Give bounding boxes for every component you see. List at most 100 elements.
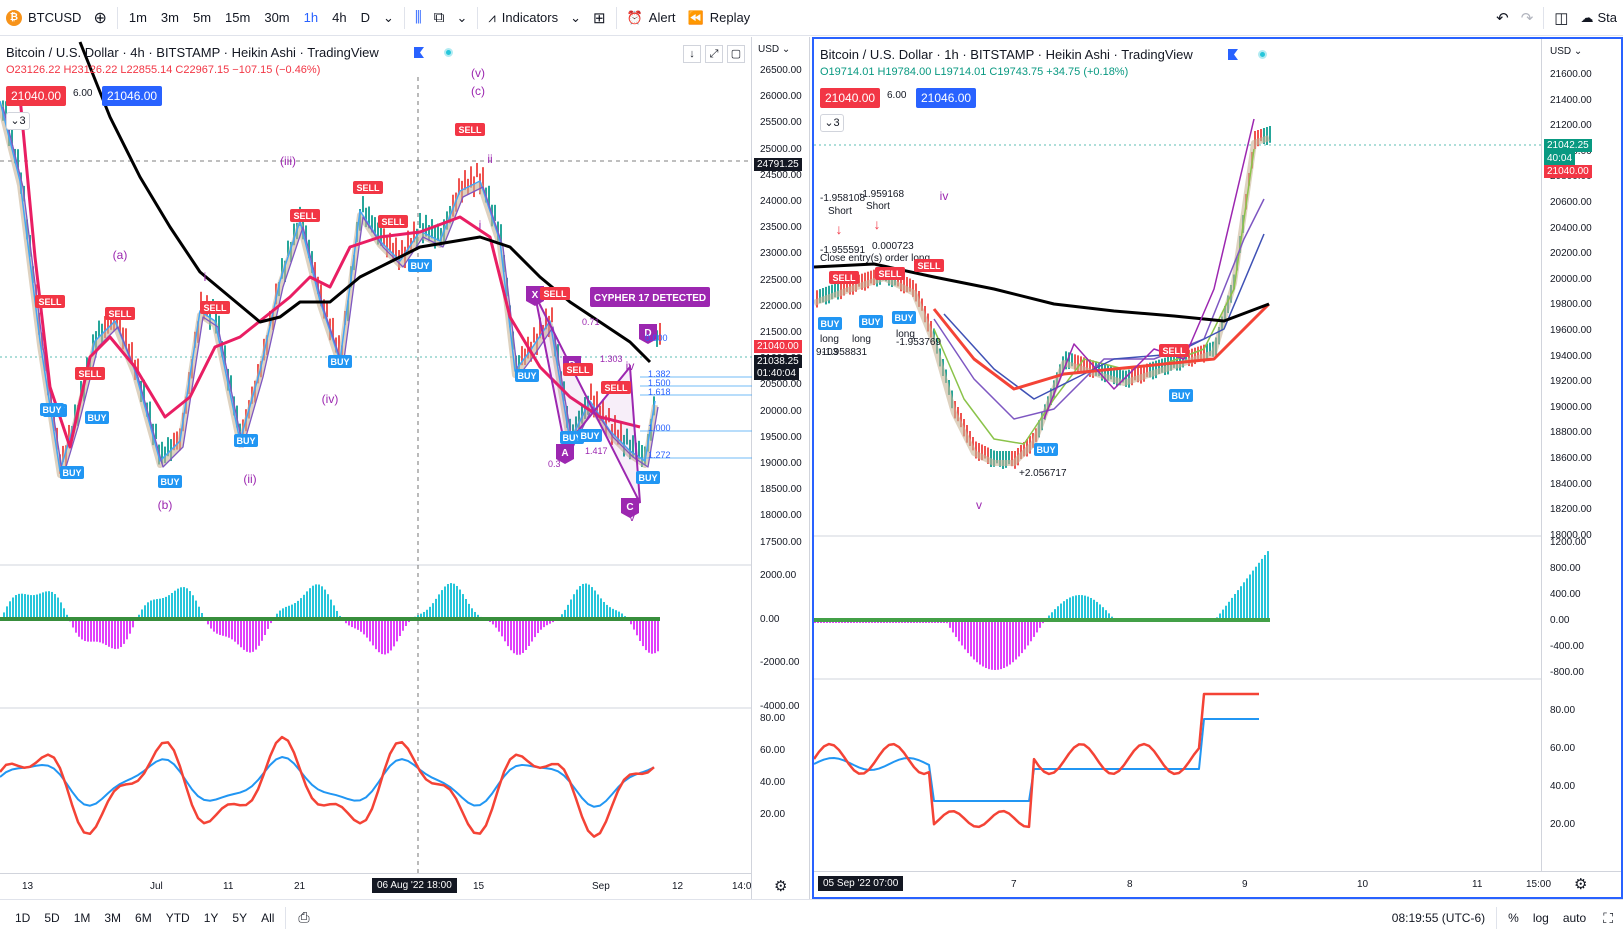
range-5d[interactable]: 5D — [44, 910, 60, 925]
range-3m[interactable]: 3M — [104, 910, 122, 925]
bar-style-button[interactable]: ⫼ — [409, 0, 428, 36]
symbol-search[interactable]: ₿ BTCUSD — [0, 0, 87, 36]
timeframe-3m[interactable]: 3m — [160, 9, 179, 25]
candle — [131, 342, 133, 364]
range-6m[interactable]: 6M — [135, 910, 152, 925]
wave-label: v — [629, 510, 635, 524]
compare-button[interactable]: ⊕ — [87, 0, 112, 36]
right-bid-price[interactable]: 21040.00 — [820, 88, 881, 108]
price-tick: 19000.00 — [760, 458, 802, 469]
osc-bar — [423, 611, 425, 619]
move-down-icon[interactable]: ↓ — [683, 45, 701, 63]
candle — [975, 441, 977, 459]
osc-bar — [1255, 566, 1257, 620]
range-1m[interactable]: 1M — [73, 910, 91, 925]
pattern-point-label: A — [561, 448, 568, 459]
candle — [464, 170, 466, 191]
left-flag-icon[interactable] — [414, 47, 424, 58]
range-ytd[interactable]: YTD — [165, 910, 190, 925]
range-all[interactable]: All — [261, 910, 275, 925]
buy-signal: BUY — [236, 436, 255, 446]
candle — [128, 343, 130, 360]
undo-button[interactable]: ↶ — [1490, 0, 1515, 36]
candle-style-button[interactable]: ⧉ — [428, 0, 451, 36]
right-time-axis[interactable]: 05 Sep '22 07:00 7 8 9 10 11 15:00 ⚙ — [814, 871, 1621, 897]
timeframe-d[interactable]: D — [360, 9, 370, 25]
right-price-axis[interactable]: USD ⌄ 21600.0021400.0021200.0021000.0020… — [1541, 39, 1621, 871]
left-price-axis[interactable]: USD ⌄ 26500.00 26000.00 25500.00 25000.00 24… — [752, 37, 810, 899]
clock-timezone[interactable]: 08:19:55 (UTC-6) — [1391, 911, 1486, 925]
replay-button[interactable]: ⏪ Replay — [682, 0, 757, 36]
maximize-icon[interactable]: ⤢ — [705, 45, 723, 63]
currency-label[interactable]: USD ⌄ — [1550, 46, 1583, 57]
osc-bar — [267, 619, 269, 629]
left-chart-pane[interactable]: XABCDCYPHER 17 DETECTED0.711.3031.3821.5… — [0, 37, 752, 899]
split-layout-button[interactable]: ◫ — [1548, 0, 1574, 36]
right-flag-icon[interactable] — [1228, 49, 1238, 60]
right-collapse-indicators[interactable]: ⌄3 — [820, 114, 844, 132]
ma-purple — [933, 198, 1265, 420]
left-collapse-indicators[interactable]: ⌄3 — [6, 112, 30, 130]
osc-bar — [108, 619, 110, 647]
osc-bar — [255, 619, 257, 650]
osc-bar — [45, 591, 47, 619]
timeframe-5m[interactable]: 5m — [192, 9, 212, 25]
candle — [1158, 359, 1160, 374]
timeframe-30m[interactable]: 30m — [264, 9, 290, 25]
indicators-button[interactable]: ⩘ Indicators — [482, 0, 564, 36]
timeframe-15m[interactable]: 15m — [225, 9, 251, 25]
osc-bar — [372, 619, 374, 646]
redo-button[interactable]: ↷ — [1515, 0, 1540, 36]
osc-bar — [964, 620, 966, 650]
auto-toggle[interactable]: auto — [1562, 911, 1587, 925]
right-chart-pane[interactable]: -1.958108 Short -1.959168 Short -1.955591 0.0… — [812, 37, 1623, 899]
timeframe-dropdown[interactable]: ⌄ — [377, 0, 400, 36]
fullscreen-icon[interactable]: ▢ — [727, 45, 745, 63]
alert-button[interactable]: ⏰ Alert — [621, 0, 682, 36]
fit-screen-icon[interactable]: ⛶ — [1603, 909, 1613, 926]
candle — [377, 222, 379, 245]
chart-type-dropdown[interactable]: ⌄ — [451, 0, 474, 36]
timeframe-1m[interactable]: 1m — [128, 9, 147, 25]
settings-gear-icon[interactable]: ⚙ — [774, 878, 788, 895]
price-tick: 20000.00 — [1550, 273, 1592, 285]
left-time-axis[interactable]: 13 Jul 11 21 06 Aug '22 18:00 15 Sep 12 … — [0, 873, 751, 899]
osc-bar — [351, 619, 353, 628]
pattern-detected-bg — [590, 287, 710, 307]
log-toggle[interactable]: log — [1532, 911, 1549, 925]
price-tick: -400.00 — [1550, 641, 1584, 652]
fib-label: 1.618 — [648, 387, 671, 397]
range-5y[interactable]: 5Y — [232, 910, 248, 925]
osc-bar — [459, 589, 461, 619]
osc-bar — [153, 599, 155, 619]
percent-toggle[interactable]: % — [1508, 911, 1519, 925]
left-countdown: 01:40:04 — [754, 367, 799, 380]
rewind-icon: ⏪ — [687, 9, 704, 25]
osc-bar — [1258, 562, 1260, 620]
price-tick: 20500.00 — [760, 379, 802, 391]
range-1d[interactable]: 1D — [15, 910, 31, 925]
go-to-date-icon[interactable]: ⎙ — [298, 909, 310, 925]
wave-label: (a) — [113, 248, 128, 262]
right-ohlc: O19714.01 H19784.00 L19714.01 C19743.75 … — [820, 66, 1129, 78]
osc-bar — [997, 620, 999, 670]
layout-button[interactable]: ⊞ — [587, 0, 612, 36]
alert-label: Alert — [648, 10, 676, 25]
left-chart-canvas[interactable]: XABCDCYPHER 17 DETECTED0.711.3031.3821.5… — [0, 37, 752, 873]
settings-gear-icon[interactable]: ⚙ — [1574, 876, 1588, 893]
timeframe-4h[interactable]: 4h — [332, 9, 347, 25]
price-tick: 18400.00 — [1550, 478, 1592, 490]
range-1y[interactable]: 1Y — [203, 910, 219, 925]
right-mark-price: 21040.00 — [1544, 165, 1592, 178]
save-cloud-button[interactable]: ☁ Sta — [1574, 0, 1623, 36]
timeframe-1h[interactable]: 1h — [303, 9, 319, 25]
currency-label[interactable]: USD ⌄ — [758, 44, 791, 55]
right-ask-price[interactable]: 21046.00 — [916, 88, 977, 108]
indicators-dropdown[interactable]: ⌄ — [564, 0, 587, 36]
sell-signal: SELL — [203, 303, 227, 313]
price-tick: 23500.00 — [760, 222, 802, 234]
osc-bar — [393, 619, 395, 647]
left-bid-price[interactable]: 21040.00 — [6, 86, 67, 106]
left-ask-price[interactable]: 21046.00 — [102, 86, 163, 106]
